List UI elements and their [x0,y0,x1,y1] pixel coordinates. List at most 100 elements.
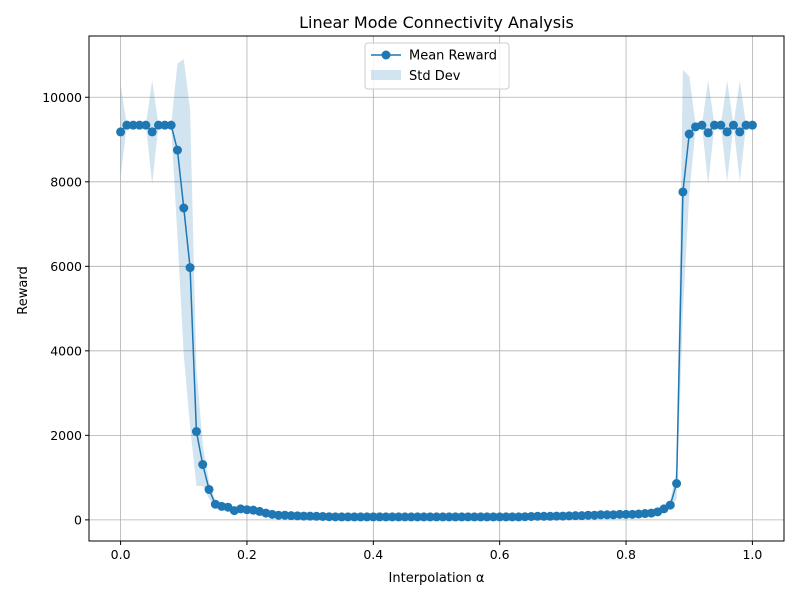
mean-reward-point [697,120,707,130]
mean-reward-point [394,512,404,522]
mean-reward-point [400,512,410,522]
mean-reward-point [179,203,189,213]
mean-reward-point [128,120,138,130]
mean-reward-point [564,511,574,521]
mean-reward-point [406,512,416,522]
legend-band-icon [371,70,401,80]
mean-reward-point [615,509,625,519]
mean-reward-point [122,120,132,130]
plot-frame [88,35,785,542]
legend-marker-icon [381,50,391,60]
y-tick-label: 6000 [50,259,82,274]
mean-reward-point [381,512,391,522]
y-tick-label: 10000 [42,90,82,105]
mean-reward-point [450,512,460,522]
mean-reward-point [571,511,580,521]
mean-reward-point [387,512,397,522]
mean-reward-point [482,512,492,522]
mean-reward-point [552,511,562,521]
mean-reward-point [413,512,423,522]
mean-reward-point [116,127,126,137]
y-axis-label: Reward [16,266,31,314]
std-dev-band-layer [120,59,753,518]
mean-reward-point [741,120,751,130]
chart-title: Linear Mode Connectivity Analysis [299,13,574,32]
legend-label-mean-reward: Mean Reward [409,49,497,64]
mean-reward-point [602,510,612,520]
mean-reward-point [533,511,543,521]
mean-reward-point [147,127,157,137]
x-tick-label: 1.0 [742,547,762,562]
mean-reward-point [135,120,145,130]
mean-reward-point [141,120,151,130]
mean-reward-point [432,512,441,522]
y-tick-label: 0 [74,512,82,527]
mean-reward-point [665,500,675,510]
mean-reward-point [305,511,315,521]
mean-reward-point [368,512,378,522]
mean-reward-point [747,120,757,130]
mean-reward-point [463,512,473,522]
mean-reward-point [507,512,517,522]
mean-reward-point [735,127,745,137]
mean-reward-point [457,512,467,522]
x-tick-label: 0.8 [616,547,636,562]
legend-label-std-dev: Std Dev [409,69,461,84]
mean-reward-point [166,120,176,130]
mean-reward-point [198,460,208,470]
mean-reward-point [160,120,170,130]
x-tick-label: 0.4 [363,547,383,562]
mean-reward-point [678,187,688,197]
mean-reward-point [318,511,328,521]
mean-reward-point [311,511,321,521]
mean-reward-point [488,512,498,522]
mean-reward-point [583,510,593,520]
mean-reward-point [330,512,340,522]
x-axis-label: Interpolation α [389,571,485,586]
x-axis-ticks: 0.0 0.2 0.4 0.6 0.8 1.0 [111,541,762,562]
mean-reward-point [545,511,555,521]
mean-reward-point [596,510,606,520]
mean-reward-point [204,484,214,494]
mean-reward-point [375,512,385,522]
mean-reward-point [710,120,719,130]
mean-reward-point [469,512,479,522]
mean-reward-point [703,128,713,138]
x-tick-label: 0.2 [237,547,257,562]
mean-reward-point [526,511,536,521]
mean-reward-point [172,145,182,155]
mean-reward-point [362,512,372,522]
mean-reward-point [293,511,302,521]
y-tick-label: 2000 [50,428,82,443]
mean-reward-point [501,512,511,522]
y-tick-label: 8000 [50,174,82,189]
mean-reward-point [324,512,334,522]
mean-reward-point [672,479,682,489]
mean-reward-point [349,512,359,522]
mean-reward-point [286,511,296,521]
mean-reward-point [539,511,549,521]
mean-reward-point [274,510,284,520]
x-tick-label: 0.0 [111,547,131,562]
mean-reward-point [356,512,366,522]
std-dev-band [120,59,753,518]
mean-reward-point [191,427,201,437]
mean-reward-point [185,263,195,273]
y-axis-ticks: 0 2000 4000 6000 8000 10000 [42,90,89,527]
mean-reward-point [558,511,568,521]
mean-reward-point [722,127,732,137]
mean-reward-point [299,511,309,521]
mean-reward-point [514,512,524,522]
mean-reward-markers [116,120,757,522]
mean-reward-point [444,512,454,522]
y-tick-label: 4000 [50,343,82,358]
mean-reward-point [716,120,726,130]
mean-reward-point [343,512,353,522]
x-tick-label: 0.6 [490,547,510,562]
mean-reward-point [425,512,435,522]
mean-reward-point [337,512,347,522]
mean-reward-point [476,512,486,522]
mean-reward-point [438,512,448,522]
mean-reward-point [154,120,163,130]
